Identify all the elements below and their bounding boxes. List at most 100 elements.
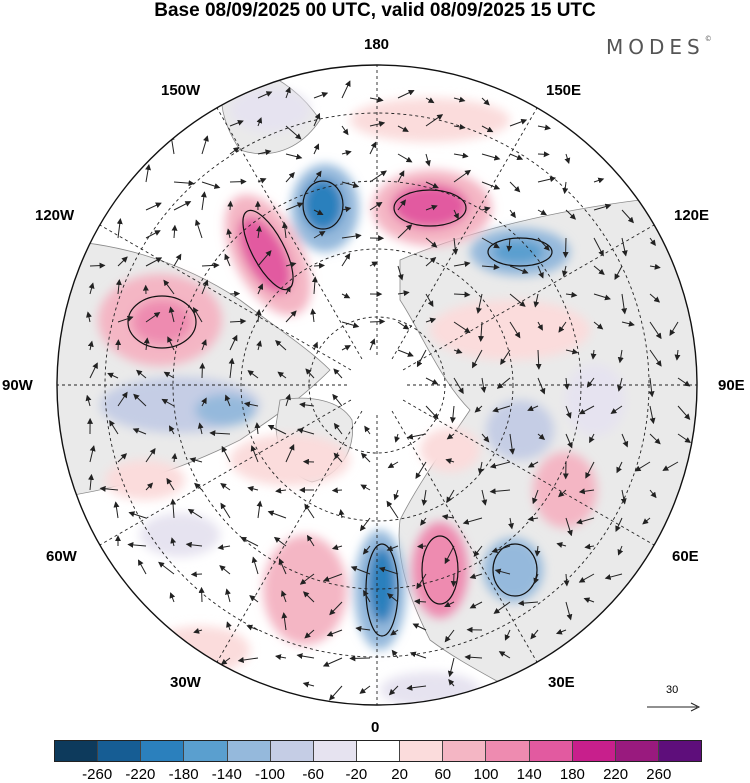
- wind-vector-arrow: [226, 228, 233, 239]
- colorbar-swatch: [55, 741, 99, 761]
- wind-vector-arrow: [173, 180, 195, 187]
- wind-vector-arrow: [280, 590, 287, 603]
- contour-canada: [127, 295, 197, 349]
- wind-vector-arrow: [89, 262, 106, 269]
- wind-vector-arrow: [416, 573, 427, 590]
- wind-vector-arrow: [593, 203, 612, 211]
- wind-vector-arrow: [617, 545, 624, 556]
- wind-vector-arrow: [362, 545, 371, 555]
- wind-vector-arrow: [332, 393, 343, 407]
- wind-vector-arrow: [341, 206, 352, 213]
- wind-vector-arrow: [537, 321, 543, 331]
- wind-vector-arrow: [224, 394, 231, 407]
- wind-vector-arrow: [648, 377, 655, 398]
- wind-vector-arrow: [359, 685, 371, 694]
- wind-vector-arrow: [397, 321, 410, 330]
- wind-vector-arrow: [349, 655, 371, 662]
- wind-vector-arrow: [313, 143, 320, 155]
- wind-vector-arrow: [217, 544, 231, 551]
- wind-vector-arrow: [565, 517, 573, 537]
- wind-vector-arrow: [369, 338, 376, 351]
- wind-vector-arrow: [257, 91, 273, 99]
- wind-vector-arrow: [322, 657, 343, 667]
- wind-vector-arrow: [302, 681, 315, 688]
- wind-vector-arrow: [166, 477, 175, 491]
- wind-vector-arrow: [397, 265, 404, 281]
- wind-vector-arrow: [310, 308, 317, 323]
- wind-vector-arrow: [201, 339, 207, 351]
- wind-vector-arrow: [387, 593, 399, 603]
- wind-vector-arrow: [116, 218, 123, 239]
- colorbar-tick-label: 140: [516, 766, 542, 783]
- wind-vector-arrow: [453, 291, 471, 298]
- colorbar-swatch: [270, 741, 314, 761]
- wind-vector-arrow: [481, 181, 501, 190]
- wind-vector-arrow: [304, 629, 315, 639]
- wind-vector-arrow: [219, 565, 231, 575]
- colorbar-swatch: [443, 741, 487, 761]
- wind-vector-arrow: [285, 393, 291, 407]
- wind-vector-arrow: [481, 263, 500, 270]
- wind-vector-arrow: [313, 230, 326, 239]
- wind-vector-arrow: [386, 545, 399, 552]
- wind-vector-arrow: [341, 233, 362, 240]
- wind-vector-arrow: [425, 317, 437, 324]
- wind-vector-arrow: [299, 573, 315, 585]
- wind-vector-arrow: [173, 201, 192, 211]
- wind-vector-arrow: [533, 573, 540, 585]
- wind-vector-arrow: [220, 483, 231, 491]
- contour-east-siberia: [393, 189, 467, 227]
- wind-vector-arrow: [390, 629, 399, 636]
- wind-vector-arrow: [453, 209, 459, 220]
- colorbar-tick-label: -20: [345, 766, 368, 783]
- wind-vector-arrow: [369, 318, 386, 325]
- map-outline: [56, 64, 698, 706]
- wind-vector-arrow: [425, 97, 435, 104]
- wind-vector-arrow: [464, 654, 483, 661]
- wind-vector-arrow: [171, 452, 178, 463]
- wind-vector-arrow: [369, 96, 384, 103]
- wind-vector-arrow: [449, 405, 456, 424]
- anomaly-weak-pos-3: [350, 98, 510, 142]
- wind-vector-arrow: [649, 263, 661, 270]
- wind-vector-arrow: [226, 621, 232, 631]
- wind-vector-arrow: [285, 153, 303, 160]
- wind-vector-arrow: [281, 221, 288, 239]
- lon-label-120W: 120W: [35, 207, 75, 224]
- wind-vector-arrow: [133, 393, 147, 407]
- wind-vector-arrow: [558, 321, 567, 333]
- wind-vector-arrow: [117, 315, 134, 323]
- wind-vector-arrow: [369, 201, 383, 211]
- wind-vector-arrow: [115, 279, 122, 295]
- wind-vector-arrow: [169, 592, 176, 603]
- lon-label-120E: 120E: [674, 207, 710, 224]
- pole-blank: [347, 355, 407, 415]
- wind-vector-arrow: [117, 391, 128, 407]
- wind-vector-arrow: [406, 684, 427, 691]
- wind-vector-arrow: [472, 349, 483, 369]
- wind-vector-arrow: [621, 293, 628, 315]
- wind-vector-arrow: [533, 293, 540, 308]
- wind-vector-arrow: [674, 349, 681, 361]
- colorbar-tick-label: 20: [391, 766, 408, 783]
- wind-vector-arrow: [86, 311, 92, 323]
- reference-vector-arrow: [647, 702, 701, 712]
- wind-vector-arrow: [649, 489, 657, 499]
- wind-vector-arrow: [167, 336, 175, 351]
- wind-vector-arrow: [127, 541, 147, 548]
- wind-vector-arrow: [621, 209, 634, 224]
- wind-vector-arrow: [391, 649, 399, 659]
- anomaly-min-chukchi-core: [303, 179, 343, 231]
- colorbar-swatch: [529, 741, 573, 761]
- wind-vector-arrow: [257, 283, 264, 295]
- wind-vector-arrow: [251, 556, 259, 575]
- wind-vector-arrow: [585, 461, 595, 479]
- wind-vector-arrow: [168, 306, 175, 323]
- wind-vector-arrow: [229, 334, 238, 351]
- wind-vector-arrow: [393, 489, 400, 501]
- wind-vector-arrow: [453, 96, 466, 103]
- colorbar-tick-label: -220: [125, 766, 156, 783]
- wind-vector-arrow: [145, 202, 162, 211]
- colorbar-tick-label: -260: [82, 766, 113, 783]
- wind-vector-arrow: [285, 261, 297, 268]
